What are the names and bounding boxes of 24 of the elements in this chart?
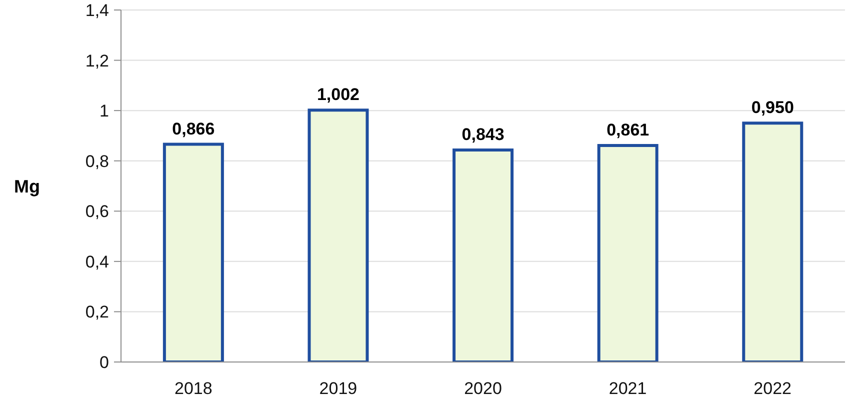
- y-tick-label: 1,2: [85, 51, 109, 70]
- y-tick-label: 0,6: [85, 202, 109, 222]
- y-axis-title: Mg: [14, 176, 40, 196]
- data-label: 1,002: [316, 85, 360, 104]
- bar: [742, 122, 804, 362]
- data-label: 0,866: [172, 119, 215, 138]
- y-tick-label: 0,8: [85, 152, 109, 171]
- data-label: 0,950: [751, 98, 794, 118]
- y-tick-label: 1: [100, 102, 109, 121]
- y-tick-label: 1,4: [85, 1, 109, 20]
- y-tick-label: 0,4: [85, 252, 109, 272]
- x-tick-label: 2022: [754, 379, 792, 398]
- x-tick-label: 2018: [174, 379, 212, 398]
- data-label: 0,843: [462, 125, 504, 144]
- bar: [162, 142, 224, 362]
- bar: [597, 144, 658, 362]
- y-tick-label: 0: [100, 353, 109, 372]
- x-tick-label: 2021: [608, 379, 647, 398]
- bar: [308, 108, 369, 362]
- x-tick-label: 2020: [464, 379, 502, 398]
- bar: [452, 148, 514, 362]
- data-label: 0,861: [606, 120, 650, 140]
- y-tick-label: 0,2: [85, 302, 109, 322]
- x-tick-label: 2019: [319, 379, 358, 398]
